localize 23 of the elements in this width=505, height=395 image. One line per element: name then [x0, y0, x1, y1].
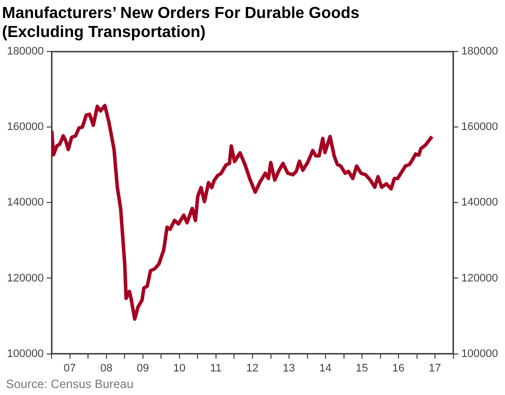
- x-tick-label: 09: [136, 362, 149, 374]
- y2-tick-label: 120000: [461, 272, 498, 284]
- y-tick-label: 180000: [6, 46, 44, 58]
- source-note: Source: Census Bureau: [6, 377, 134, 391]
- y-tick-label: 160000: [6, 121, 44, 134]
- y2-tick-label: 140000: [461, 196, 498, 209]
- y2-tick-label: 160000: [461, 121, 498, 134]
- x-tick-label: 15: [356, 362, 368, 374]
- x-tick-label: 08: [100, 362, 112, 374]
- y-tick-label: 140000: [6, 196, 44, 209]
- x-tick-label: 16: [392, 362, 405, 374]
- x-tick-label: 17: [428, 362, 442, 374]
- chart-title: Manufacturers’ New Orders For Durable Goods (Excluding Transportation): [1, 4, 360, 42]
- x-tick-label: 13: [282, 362, 295, 374]
- x-tick-label: 12: [246, 362, 259, 374]
- x-tick-label: 07: [64, 362, 76, 374]
- y2-tick-label: 180000: [461, 46, 498, 58]
- y-tick-label: 120000: [6, 272, 44, 284]
- x-tick-label: 14: [319, 362, 332, 374]
- y2-tick-label: 100000: [461, 348, 498, 360]
- y-tick-label: 100000: [6, 348, 44, 360]
- x-tick-label: 10: [173, 362, 186, 374]
- x-tick-label: 11: [210, 362, 222, 374]
